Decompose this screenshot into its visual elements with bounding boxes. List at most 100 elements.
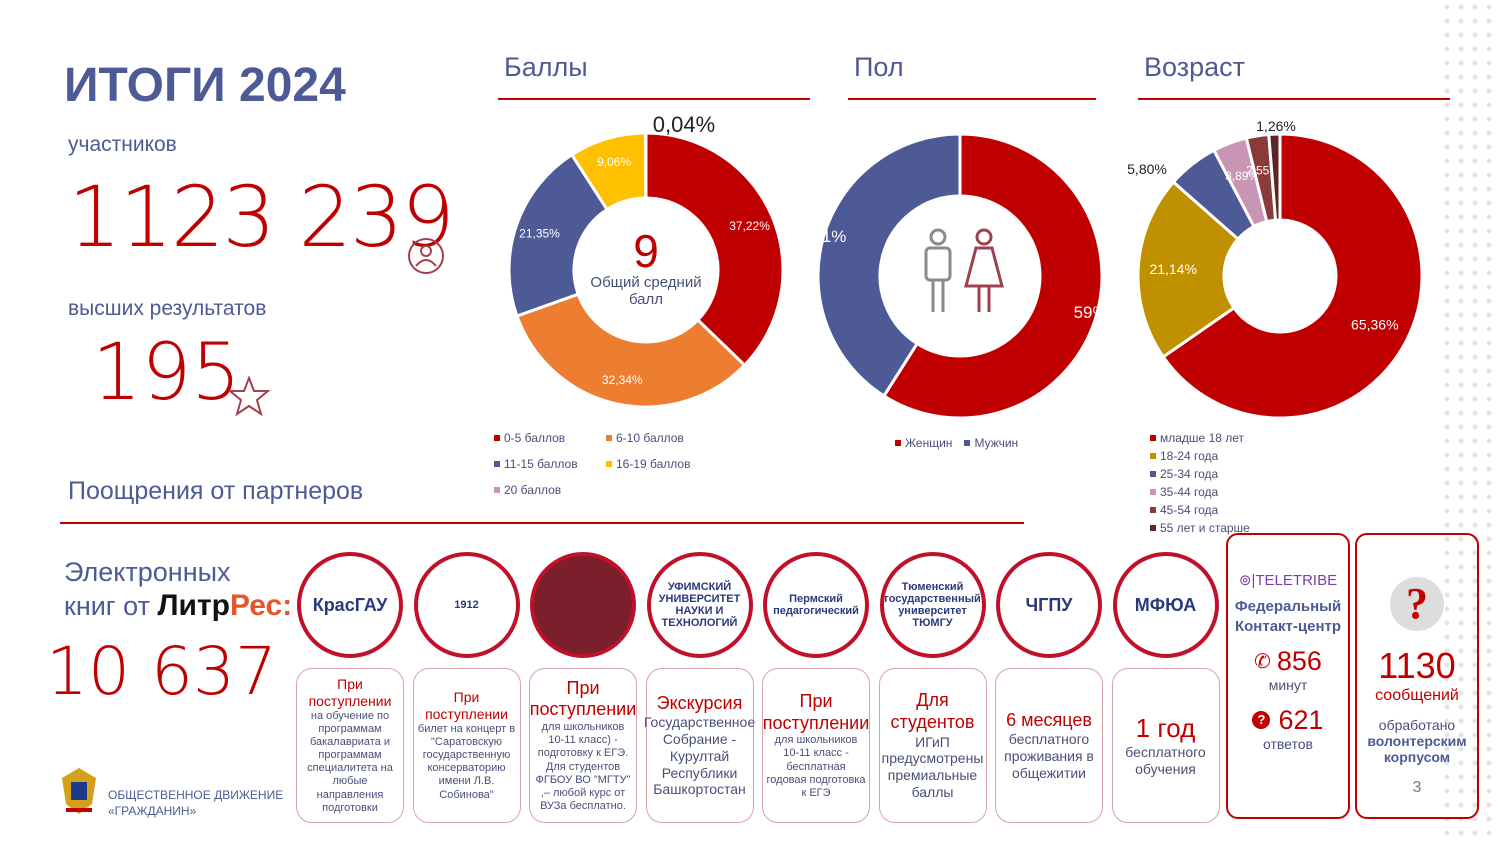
reward-heading: При поступлении bbox=[425, 689, 508, 722]
ebooks-line2: книг от bbox=[64, 591, 150, 622]
legend-item: 45-54 года bbox=[1150, 503, 1310, 517]
partner-logo-text: Тюменский государственный университет ТЮ… bbox=[884, 581, 981, 629]
donut-charts: 37,22% 32,34% 21,35% 9,06% 0,04% 59% 41% 65,36%… bbox=[507, 112, 1424, 420]
legend-item: 6-10 баллов bbox=[606, 431, 718, 445]
ebooks-label: Электронных книг от ЛитрРес: bbox=[64, 556, 292, 624]
donut-slice bbox=[515, 292, 747, 409]
decorative-pattern bbox=[1440, 0, 1500, 844]
coat-of-arms-logo bbox=[62, 768, 96, 814]
legend-label: 20 баллов bbox=[504, 483, 562, 497]
messages-unit: сообщений bbox=[1375, 687, 1459, 704]
minutes-label: минут bbox=[1268, 676, 1308, 693]
page-title: ИТОГИ 2024 bbox=[64, 59, 346, 112]
donut-slice bbox=[644, 131, 785, 368]
partner-logo: ЧГПУ bbox=[996, 552, 1102, 658]
teletribe-card: ⊚|TELETRIBE Федеральный Контакт-центр ✆ 8… bbox=[1226, 533, 1350, 819]
legend-label: 18-24 года bbox=[1160, 449, 1219, 463]
reward-text: для школьников 10-11 класс - бесплатная … bbox=[766, 734, 866, 799]
partner-logo: Пермский педагогический bbox=[763, 552, 869, 658]
donut-slice bbox=[1161, 132, 1424, 420]
slice-label: 41% bbox=[812, 227, 846, 246]
legend-age: младше 18 лет 18-24 года 25-34 года 35-44 г… bbox=[1150, 431, 1450, 535]
legend-item: 35-44 года bbox=[1150, 485, 1310, 499]
reward-heading: 1 год bbox=[1135, 713, 1196, 744]
donut-slice bbox=[881, 132, 1104, 420]
partner-logo: Тюменский государственный университет ТЮ… bbox=[879, 552, 986, 658]
slice-label: 3,89% bbox=[1225, 169, 1259, 183]
legend-scores: 0-5 баллов 6-10 баллов 11-15 баллов 16-19 б… bbox=[494, 431, 824, 497]
legend-item: 20 баллов bbox=[494, 483, 606, 497]
man-woman-icon bbox=[924, 228, 1004, 312]
ebooks-line1: Электронных bbox=[64, 557, 231, 587]
partner-logo-text: Пермский педагогический bbox=[773, 593, 859, 617]
ebooks-value: 10 637 bbox=[46, 633, 277, 710]
rewards-title: Поощрения от партнеров bbox=[68, 477, 364, 505]
reward-heading: Для студентов bbox=[890, 690, 975, 732]
legend-label: Мужчин bbox=[974, 436, 1019, 450]
partner-reward-card: При поступлении для школьников 10-11 клас… bbox=[529, 668, 637, 823]
org-name: ОБЩЕСТВЕННОЕ ДВИЖЕНИЕ «ГРАЖДАНИН» bbox=[108, 788, 283, 819]
legend-label: младше 18 лет bbox=[1160, 431, 1245, 445]
legend-swatch bbox=[1150, 435, 1156, 441]
org-line1: ОБЩЕСТВЕННОЕ ДВИЖЕНИЕ bbox=[108, 788, 284, 802]
phone-icon: ✆ bbox=[1254, 650, 1271, 673]
legend-label: 35-44 года bbox=[1160, 485, 1219, 499]
reward-heading: При поступлении bbox=[308, 675, 392, 709]
partner-reward-card: При поступлении для школьников 10-11 клас… bbox=[762, 668, 870, 823]
legend-item: Мужчин bbox=[964, 436, 1018, 450]
litres-logo: Литр bbox=[157, 589, 230, 623]
partner-logo-text: МФЮА bbox=[1134, 594, 1197, 615]
slice-label: 0,04% bbox=[653, 112, 715, 137]
legend-swatch bbox=[1150, 489, 1156, 495]
partner-logo: УФИМСКИЙ УНИВЕРСИТЕТ НАУКИ И ТЕХНОЛОГИЙ bbox=[646, 552, 753, 658]
partner-logo-text: КрасГАУ bbox=[312, 594, 388, 615]
teletribe-title: Федеральный Контакт-центр bbox=[1234, 598, 1342, 636]
chart-title-gender: Пол bbox=[854, 52, 904, 82]
legend-swatch bbox=[1150, 525, 1156, 531]
top-results-value: 195 bbox=[92, 328, 241, 418]
user-icon bbox=[408, 238, 444, 274]
question-mark-icon: ? bbox=[1390, 577, 1444, 631]
partner-logo-text: ЧГПУ bbox=[1025, 594, 1073, 615]
legend-item: 0-5 баллов bbox=[494, 431, 606, 445]
partner-logo-text: 1912 bbox=[454, 599, 479, 611]
star-icon bbox=[228, 376, 270, 416]
average-score-value: 9 bbox=[633, 225, 659, 277]
reward-text: ИГиП предусмотрены премиальные баллы bbox=[881, 733, 984, 800]
slice-label: 65,36% bbox=[1351, 317, 1398, 333]
donut-slice bbox=[1136, 179, 1241, 359]
legend-label: 6-10 баллов bbox=[616, 431, 684, 445]
legend-swatch bbox=[494, 461, 500, 467]
teletribe-brand: TELETRIBE bbox=[1255, 572, 1338, 589]
slice-label: 21,14% bbox=[1149, 261, 1196, 277]
reward-text: Государственное Собрание - Курултай Респ… bbox=[643, 714, 756, 798]
legend-item: 18-24 года bbox=[1150, 449, 1310, 463]
legend-swatch bbox=[494, 435, 500, 441]
minutes-value: 856 bbox=[1276, 645, 1322, 676]
legend-swatch bbox=[1150, 507, 1156, 513]
org-line2: «ГРАЖДАНИН» bbox=[108, 803, 197, 818]
legend-item: 11-15 баллов bbox=[494, 457, 606, 471]
legend-label: 11-15 баллов bbox=[504, 457, 578, 471]
slice-label: 37,22% bbox=[729, 219, 770, 233]
teletribe-logo: ⊚|TELETRIBE bbox=[1238, 572, 1338, 589]
processed-label: обработано bbox=[1378, 717, 1456, 733]
partner-logo: МФЮА bbox=[1112, 552, 1219, 658]
reward-heading: При поступлении bbox=[762, 690, 870, 733]
question-icon: ? bbox=[1252, 711, 1271, 729]
partner-logo-text: УФИМСКИЙ УНИВЕРСИТЕТ НАУКИ И ТЕХНОЛОГИЙ bbox=[658, 581, 741, 629]
partner-reward-card: При поступлении билет на концерт в "Сарат… bbox=[412, 668, 521, 823]
reward-heading: При поступлении bbox=[529, 677, 637, 720]
partner-reward-card: Экскурсия Государственное Собрание - Куру… bbox=[643, 668, 756, 823]
legend-swatch bbox=[1150, 453, 1156, 459]
slice-label: 5,80% bbox=[1127, 161, 1167, 177]
donut-slice bbox=[1267, 132, 1282, 222]
litres-logo-b: Рес: bbox=[229, 589, 293, 623]
legend-label: 25-34 года bbox=[1160, 467, 1219, 481]
reward-text: на обучение по программам бакалавриата и… bbox=[307, 709, 393, 814]
slice-label: 21,35% bbox=[519, 227, 560, 241]
legend-swatch bbox=[895, 440, 901, 446]
legend-swatch bbox=[494, 487, 500, 493]
legend-swatch bbox=[1150, 471, 1156, 477]
partner-reward-card: 1 год бесплатного обучения bbox=[1111, 668, 1220, 823]
